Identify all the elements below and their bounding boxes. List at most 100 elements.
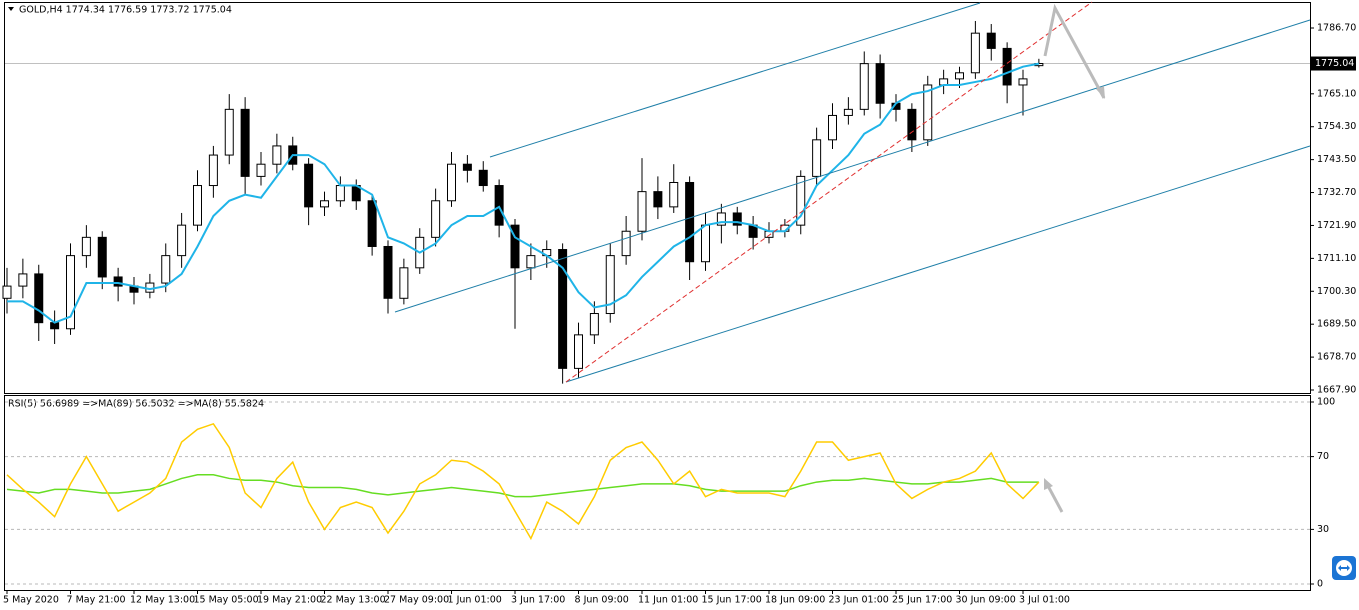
candle-body bbox=[843, 108, 853, 116]
candle-body bbox=[256, 163, 266, 177]
indicator-title: RSI(5) 56.6989 =>MA(89) 56.5032 =>MA(8) … bbox=[8, 399, 264, 410]
candle-body bbox=[2, 285, 12, 299]
main-panel bbox=[4, 2, 1311, 394]
channel-middle bbox=[394, 19, 1311, 313]
candle-body bbox=[574, 334, 583, 369]
x-tick-label: 27 May 09:00 bbox=[384, 595, 449, 606]
channel-bottom bbox=[565, 145, 1311, 383]
x-tick-label: 15 Jun 17:00 bbox=[702, 595, 762, 606]
x-tick-label: 5 May 2020 bbox=[3, 595, 59, 606]
candle-body bbox=[621, 230, 631, 257]
candle-body bbox=[97, 236, 107, 278]
candle-body bbox=[304, 163, 314, 208]
y-tick-label: 30 bbox=[1317, 524, 1329, 535]
candle-body bbox=[796, 175, 806, 226]
candle-body bbox=[447, 163, 456, 202]
app-icon-arrows bbox=[1338, 565, 1350, 571]
x-tick-label: 22 May 13:00 bbox=[321, 595, 386, 606]
candle-body bbox=[812, 139, 822, 177]
x-tick-label: 8 Jun 09:00 bbox=[575, 595, 629, 606]
arrow-head bbox=[1044, 478, 1053, 490]
candle-body bbox=[859, 63, 869, 110]
candle-body bbox=[478, 169, 488, 187]
channel-top bbox=[489, 2, 981, 158]
candle-body bbox=[431, 200, 441, 238]
rsi-panel bbox=[4, 395, 1311, 591]
x-tick-label: 7 May 21:00 bbox=[67, 595, 126, 606]
candle-body bbox=[113, 276, 123, 287]
candle-body bbox=[653, 191, 663, 208]
candle-body bbox=[558, 249, 568, 369]
y-tick-label: 1700.30 bbox=[1317, 286, 1356, 297]
candle-body bbox=[462, 163, 472, 171]
candle-body bbox=[193, 185, 202, 226]
y-tick-label: 1743.50 bbox=[1317, 154, 1356, 165]
y-tick-label: 1667.90 bbox=[1317, 385, 1356, 396]
x-tick-label: 25 Jun 17:00 bbox=[892, 595, 952, 606]
y-tick-label: 100 bbox=[1317, 397, 1335, 408]
candle-body bbox=[907, 108, 917, 141]
indicator-line bbox=[6, 422, 1040, 541]
menu-triangle bbox=[8, 7, 14, 11]
y-tick-label: 1786.70 bbox=[1317, 22, 1356, 33]
x-tick-label: 11 Jun 01:00 bbox=[638, 595, 698, 606]
candle-body bbox=[986, 32, 996, 49]
rsi-arrow bbox=[1045, 483, 1064, 513]
x-tick-label: 30 Jun 09:00 bbox=[956, 595, 1016, 606]
candle-body bbox=[34, 273, 44, 324]
candle-body bbox=[605, 255, 615, 315]
candle-body bbox=[66, 255, 75, 330]
price-tag bbox=[1311, 56, 1356, 71]
candle-body bbox=[81, 236, 91, 257]
candle-body bbox=[701, 224, 710, 263]
candle-body bbox=[224, 108, 234, 156]
x-tick-label: 3 Jul 01:00 bbox=[1019, 595, 1070, 606]
candle-body bbox=[240, 108, 250, 177]
candle-body bbox=[1002, 47, 1012, 86]
trend-line bbox=[565, 1, 1093, 383]
y-tick-label: 1678.70 bbox=[1317, 352, 1356, 363]
indicator-line bbox=[6, 474, 1039, 498]
drawings bbox=[394, 1, 1311, 513]
candle-body bbox=[383, 245, 393, 299]
x-tick-label: 19 May 21:00 bbox=[257, 595, 322, 606]
y-tick-label: 1754.30 bbox=[1317, 121, 1356, 132]
candle-body bbox=[161, 255, 171, 284]
x-tick-label: 3 Jun 17:00 bbox=[511, 595, 565, 606]
y-tick-label: 1765.10 bbox=[1317, 88, 1356, 99]
forecast-arrow bbox=[1043, 3, 1106, 99]
candle-body bbox=[18, 273, 28, 287]
candle-body bbox=[399, 267, 409, 299]
candle-body bbox=[510, 224, 520, 269]
candle-body bbox=[1018, 78, 1028, 86]
candle-body bbox=[335, 185, 345, 202]
candle-body bbox=[589, 313, 599, 336]
candle-body bbox=[669, 181, 679, 208]
candle-body bbox=[955, 72, 964, 80]
candle-body bbox=[494, 185, 504, 226]
arrow-head bbox=[1096, 86, 1105, 99]
candle-body bbox=[685, 181, 695, 263]
candle-body bbox=[828, 114, 837, 141]
y-tick-label: 1689.50 bbox=[1317, 319, 1356, 330]
candle-body bbox=[875, 63, 885, 104]
candle-body bbox=[208, 154, 218, 187]
candle-body bbox=[716, 212, 726, 226]
y-tick-label: 1721.90 bbox=[1317, 220, 1356, 231]
y-tick-label: 0 bbox=[1317, 578, 1323, 589]
x-tick-label: 1 Jun 01:00 bbox=[448, 595, 502, 606]
candle-body bbox=[367, 200, 377, 247]
candle-body bbox=[177, 224, 187, 257]
chart-title: GOLD,H4 1774.34 1776.59 1773.72 1775.04 bbox=[19, 5, 232, 16]
x-tick-label: 23 Jun 01:00 bbox=[829, 595, 889, 606]
candle-body bbox=[272, 145, 282, 165]
x-tick-label: 12 May 13:00 bbox=[130, 595, 195, 606]
price-tag-label: 1775.04 bbox=[1315, 58, 1354, 69]
candle-body bbox=[732, 212, 742, 226]
y-tick-label: 1711.10 bbox=[1317, 253, 1356, 264]
candle-body bbox=[526, 255, 536, 269]
y-tick-label: 1732.70 bbox=[1317, 187, 1356, 198]
